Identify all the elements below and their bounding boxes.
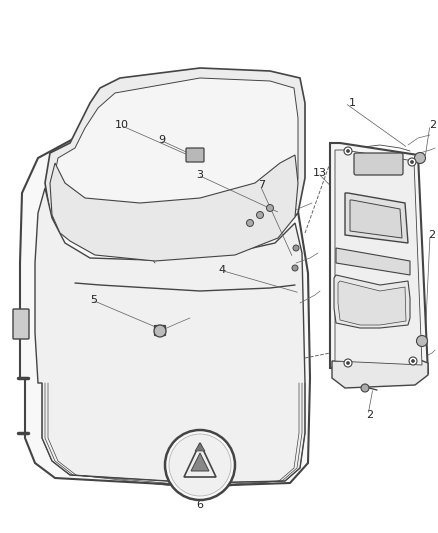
Polygon shape [345, 193, 408, 243]
Polygon shape [336, 248, 410, 275]
Circle shape [408, 158, 416, 166]
Circle shape [293, 245, 299, 251]
Circle shape [169, 434, 231, 496]
Circle shape [154, 325, 166, 337]
Polygon shape [50, 155, 298, 261]
Circle shape [266, 205, 273, 212]
FancyBboxPatch shape [354, 153, 403, 175]
Polygon shape [195, 443, 205, 451]
Polygon shape [45, 68, 305, 251]
Text: 10: 10 [115, 120, 129, 130]
Text: 1: 1 [349, 98, 356, 108]
Circle shape [346, 149, 350, 152]
Text: 3: 3 [197, 170, 204, 180]
Text: 8: 8 [414, 292, 421, 302]
Text: 6: 6 [197, 500, 204, 510]
Text: 13: 13 [313, 168, 327, 178]
Circle shape [344, 359, 352, 367]
Text: 9: 9 [159, 135, 166, 145]
Polygon shape [52, 78, 298, 255]
Polygon shape [338, 281, 406, 325]
Polygon shape [334, 275, 410, 328]
FancyBboxPatch shape [155, 326, 166, 335]
FancyBboxPatch shape [186, 148, 204, 162]
Circle shape [292, 265, 298, 271]
Circle shape [411, 359, 414, 362]
Polygon shape [350, 200, 402, 238]
Text: 4: 4 [219, 265, 226, 275]
Circle shape [417, 335, 427, 346]
Polygon shape [332, 358, 428, 388]
Circle shape [414, 152, 425, 164]
Circle shape [344, 147, 352, 155]
Polygon shape [330, 143, 428, 373]
Text: 2: 2 [429, 120, 437, 130]
Text: 5: 5 [91, 295, 98, 305]
Circle shape [361, 384, 369, 392]
Text: 2: 2 [367, 410, 374, 420]
Circle shape [257, 212, 264, 219]
Circle shape [410, 160, 413, 164]
Circle shape [409, 357, 417, 365]
Circle shape [346, 361, 350, 365]
Text: 7: 7 [258, 180, 265, 190]
Polygon shape [191, 453, 209, 471]
Circle shape [165, 430, 235, 500]
Circle shape [247, 220, 254, 227]
Polygon shape [35, 188, 305, 483]
FancyBboxPatch shape [13, 309, 29, 339]
Polygon shape [20, 133, 310, 486]
Polygon shape [335, 150, 422, 365]
Text: 2: 2 [428, 230, 435, 240]
